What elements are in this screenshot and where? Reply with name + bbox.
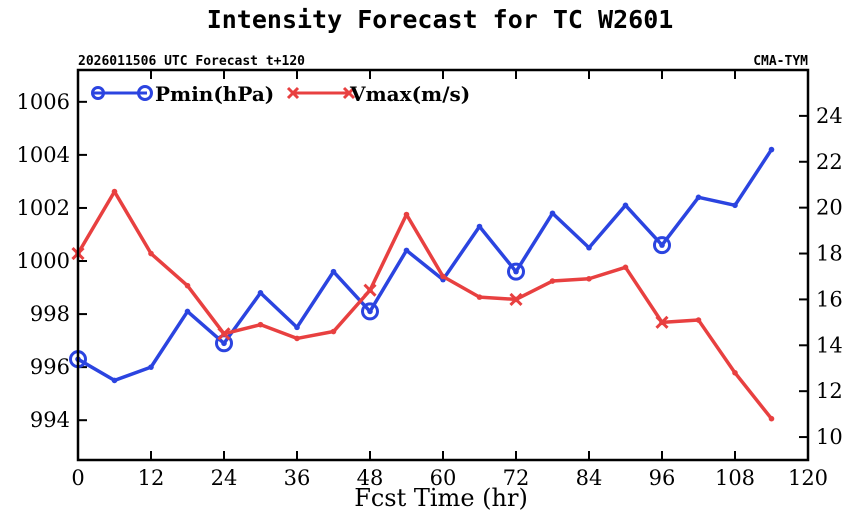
- data-point-pmin: [148, 364, 154, 370]
- marker-x-vmax: [217, 327, 231, 341]
- legend-marker-vmax-1: [286, 86, 300, 100]
- data-point-vmax: [294, 335, 300, 342]
- series-line-pmin: [77, 148, 773, 383]
- x-tick-label: 36: [284, 466, 311, 490]
- data-point-vmax: [768, 415, 775, 422]
- data-point-vmax: [622, 264, 629, 271]
- data-point-pmin: [768, 146, 775, 153]
- marker-circle-pmin: [653, 236, 671, 255]
- y-right-tick-label: 20: [816, 196, 843, 220]
- data-point-pmin: [367, 308, 373, 315]
- data-point-vmax: [549, 278, 556, 284]
- legend-marker-pmin-2: [137, 85, 153, 101]
- y-left-tick-label: 998: [30, 302, 70, 326]
- data-point-vmax: [586, 275, 592, 282]
- y-left-tick-label: 1002: [17, 196, 70, 220]
- data-point-pmin: [184, 308, 191, 315]
- y-right-tick-label: 12: [816, 379, 843, 403]
- legend: Pmin(hPa) Vmax(m/s): [91, 82, 470, 106]
- chart-title: Intensity Forecast for TC W2601: [207, 5, 674, 34]
- data-point-pmin: [732, 202, 738, 209]
- data-point-vmax: [111, 188, 118, 195]
- y-right-tick-label: 24: [816, 104, 843, 128]
- marker-circle-pmin: [361, 302, 379, 321]
- marker-x-vmax: [509, 292, 523, 306]
- legend-marker-pmin-1: [91, 86, 105, 100]
- x-tick-label: 96: [649, 466, 676, 490]
- y-right-tick-label: 22: [816, 150, 843, 174]
- data-point-vmax: [403, 211, 410, 218]
- y-left-tick-label: 996: [30, 355, 70, 379]
- chart-subtitle-right: CMA-TYM: [753, 54, 808, 69]
- data-point-pmin: [586, 244, 592, 251]
- y-right-tick-label: 14: [816, 333, 843, 357]
- data-point-pmin: [476, 223, 483, 230]
- data-point-pmin: [330, 268, 337, 275]
- data-point-vmax: [330, 328, 337, 335]
- y-right-tick-label: 18: [816, 242, 843, 266]
- data-point-pmin: [403, 247, 410, 254]
- legend-label-vmax: Vmax(m/s): [349, 82, 470, 106]
- x-tick-label: 24: [211, 466, 238, 490]
- data-point-vmax: [148, 250, 154, 257]
- y-right-tick-label: 10: [816, 425, 843, 449]
- marker-x-vmax: [655, 315, 669, 329]
- x-axis-label: Fcst Time (hr): [354, 484, 528, 512]
- legend-marker-vmax-2: [342, 86, 356, 100]
- data-point-pmin: [513, 268, 519, 275]
- x-tick-label: 60: [430, 466, 457, 490]
- y-right-tick-label: 16: [816, 287, 843, 311]
- data-point-vmax: [257, 321, 264, 328]
- data-point-pmin: [695, 194, 702, 201]
- data-point-pmin: [221, 340, 227, 347]
- y-left-tick-label: 1000: [17, 249, 70, 273]
- plot-frame: [76, 68, 810, 462]
- data-point-vmax: [184, 282, 191, 289]
- data-point-pmin: [549, 210, 556, 217]
- x-tick-label: 48: [357, 466, 384, 490]
- data-point-vmax: [695, 317, 702, 323]
- y-left-tick-label: 1006: [17, 90, 70, 114]
- series-line-vmax: [76, 189, 773, 420]
- chart-subtitle-left: 2026011506 UTC Forecast t+120: [78, 54, 305, 69]
- x-tick-label: 12: [138, 466, 165, 490]
- y-left-tick-label: 994: [30, 408, 70, 432]
- data-point-vmax: [732, 370, 738, 376]
- marker-x-vmax: [363, 283, 377, 297]
- x-tick-label: 0: [71, 466, 84, 490]
- x-tick-label: 120: [788, 466, 828, 490]
- data-point-pmin: [294, 324, 300, 331]
- data-point-vmax: [440, 273, 446, 280]
- data-point-vmax: [476, 294, 483, 300]
- data-point-pmin: [659, 242, 665, 248]
- data-point-pmin: [257, 290, 264, 296]
- x-tick-label: 84: [576, 466, 603, 490]
- data-point-pmin: [622, 202, 629, 209]
- x-tick-label: 72: [503, 466, 530, 490]
- legend-label-pmin: Pmin(hPa): [155, 82, 274, 106]
- marker-circle-pmin: [507, 262, 525, 281]
- x-tick-label: 108: [715, 466, 755, 490]
- data-point-pmin: [111, 377, 118, 384]
- y-left-tick-label: 1004: [17, 143, 70, 167]
